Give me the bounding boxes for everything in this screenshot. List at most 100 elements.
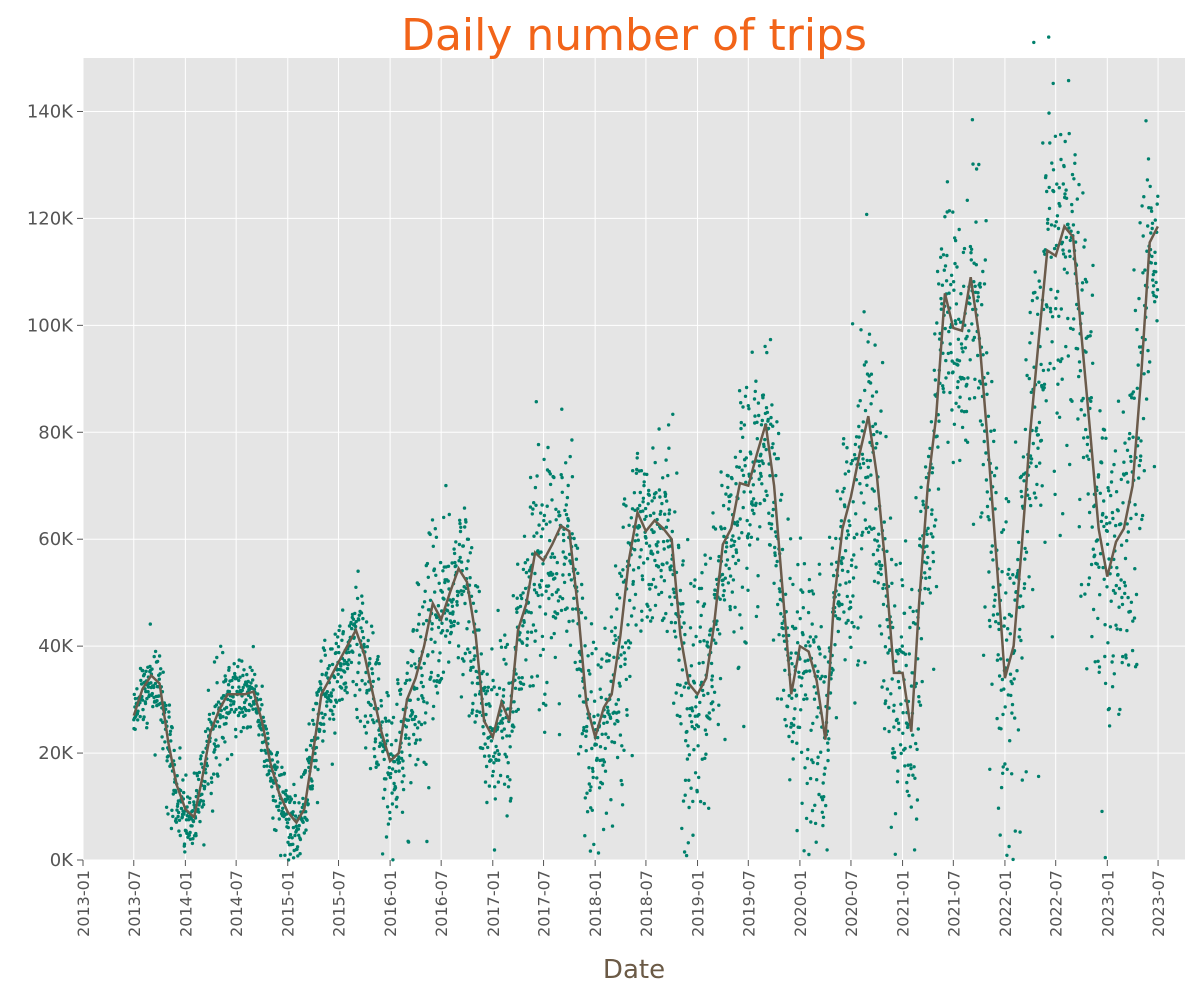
data-point <box>1103 623 1107 627</box>
data-point <box>1053 134 1058 138</box>
data-point <box>947 291 951 295</box>
data-point <box>843 549 848 553</box>
data-point <box>1087 576 1092 580</box>
data-point <box>1109 599 1113 603</box>
data-point <box>810 589 814 593</box>
data-point <box>540 593 544 597</box>
data-point <box>1149 209 1154 213</box>
data-point <box>796 641 800 645</box>
data-point <box>630 507 635 511</box>
data-point <box>622 748 626 752</box>
data-point <box>595 776 599 780</box>
data-point <box>964 409 969 414</box>
data-point <box>376 677 381 681</box>
data-point <box>744 480 748 484</box>
data-point <box>669 620 674 625</box>
data-point <box>1153 218 1158 222</box>
data-point <box>334 651 338 655</box>
data-point <box>496 725 500 729</box>
data-point <box>613 634 617 638</box>
data-point <box>818 572 822 576</box>
data-point <box>288 833 293 837</box>
data-point <box>1116 572 1120 577</box>
data-point <box>637 525 642 529</box>
data-point <box>1110 510 1115 515</box>
data-point <box>486 685 490 689</box>
data-point <box>943 326 947 331</box>
data-point <box>1131 435 1135 439</box>
data-point <box>565 629 569 633</box>
data-point <box>573 660 577 665</box>
data-point <box>701 660 705 665</box>
data-point <box>735 523 740 527</box>
data-point <box>928 567 932 571</box>
data-point <box>854 512 858 516</box>
data-point <box>866 530 871 534</box>
data-point <box>468 650 472 655</box>
data-point <box>868 381 873 385</box>
data-point <box>1111 654 1115 658</box>
data-point <box>735 520 740 524</box>
data-point <box>140 698 145 702</box>
data-point <box>943 215 947 219</box>
data-point <box>1123 556 1128 561</box>
data-point <box>345 666 350 671</box>
data-point <box>1013 829 1017 833</box>
data-point <box>1146 157 1151 161</box>
data-point <box>699 586 704 591</box>
data-point <box>190 824 194 828</box>
data-point <box>909 763 913 767</box>
data-point <box>948 342 952 346</box>
data-point <box>889 825 893 829</box>
data-point <box>418 738 422 742</box>
data-point <box>819 750 823 754</box>
data-point <box>548 472 552 476</box>
data-point <box>1018 627 1022 632</box>
data-point <box>860 452 865 456</box>
data-point <box>207 712 212 717</box>
data-point <box>889 557 894 562</box>
data-point <box>698 700 702 705</box>
data-point <box>431 704 436 709</box>
data-point <box>592 699 597 703</box>
data-point <box>928 446 932 451</box>
data-point <box>879 632 884 636</box>
data-point <box>939 307 943 311</box>
data-point <box>481 746 485 751</box>
data-point <box>142 672 147 676</box>
data-point <box>203 784 207 789</box>
data-point <box>524 658 528 662</box>
data-point <box>971 338 975 342</box>
data-point <box>1033 290 1037 295</box>
data-point <box>552 631 556 636</box>
data-point <box>1042 382 1047 386</box>
data-point <box>1050 635 1055 639</box>
data-point <box>1103 681 1108 686</box>
data-point <box>242 700 247 705</box>
data-point <box>473 720 477 724</box>
data-point <box>1073 161 1077 165</box>
data-point <box>204 771 208 775</box>
data-point <box>981 269 985 274</box>
data-point <box>1123 441 1127 445</box>
data-point <box>1108 625 1113 629</box>
data-point <box>196 777 201 782</box>
y-tick-label: 40K <box>38 636 74 657</box>
data-point <box>422 600 427 604</box>
data-point <box>1105 529 1110 533</box>
data-point <box>466 647 470 651</box>
x-axis-label: Date <box>603 955 665 985</box>
data-point <box>1085 667 1089 671</box>
data-point <box>452 619 457 624</box>
data-point <box>980 303 984 307</box>
data-point <box>949 273 954 277</box>
data-point <box>896 721 901 725</box>
data-point <box>276 804 281 808</box>
data-point <box>992 439 996 444</box>
data-point <box>780 492 784 497</box>
data-point <box>713 527 718 531</box>
data-point <box>856 626 860 630</box>
data-point <box>909 805 913 809</box>
data-point <box>842 486 846 491</box>
